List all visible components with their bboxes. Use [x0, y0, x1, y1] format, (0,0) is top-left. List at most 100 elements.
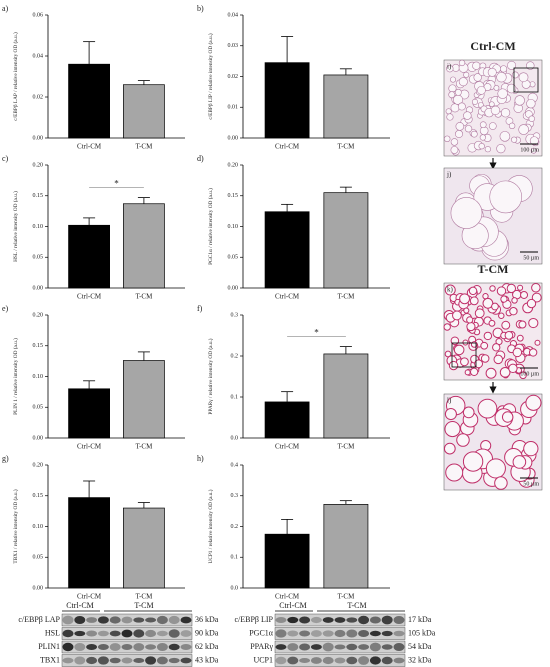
cell: [529, 136, 539, 146]
y-tick-label: 0.0: [231, 585, 239, 591]
y-tick-label: 0.00: [228, 285, 239, 291]
band: [381, 630, 393, 637]
band: [86, 630, 98, 637]
y-tick-label: 0.00: [33, 585, 44, 591]
cell: [456, 433, 470, 447]
y-tick-label: 0.20: [33, 162, 44, 168]
y-tick-label: 0.15: [33, 343, 44, 349]
zoom-box: [513, 67, 539, 93]
cell: [518, 72, 529, 83]
histology-panel-label: i): [447, 63, 452, 71]
error-bar: [83, 380, 96, 389]
band: [322, 656, 334, 665]
band: [322, 617, 334, 623]
cell: [531, 282, 541, 293]
cell: [445, 108, 452, 115]
cell: [501, 411, 514, 423]
cell: [477, 398, 498, 419]
y-tick-label: 0.0: [231, 435, 239, 441]
band: [393, 642, 405, 652]
cell: [444, 421, 461, 438]
band: [133, 657, 145, 664]
blot-protein: PPARγ: [250, 642, 273, 651]
band: [62, 657, 74, 664]
scale-bar-label: 100 µm: [520, 371, 539, 377]
cell: [474, 359, 484, 369]
error-bar: [339, 500, 352, 505]
histology-panel-label: l): [447, 397, 452, 405]
band: [310, 616, 322, 624]
y-axis-label: UCP1 / relative intensity OD (a.u.): [207, 489, 214, 563]
band: [74, 656, 86, 665]
cell: [443, 442, 456, 455]
y-tick-label: 0.10: [33, 224, 44, 230]
cell: [445, 463, 464, 482]
cell: [497, 88, 508, 99]
band: [287, 643, 299, 651]
bar: [68, 63, 111, 139]
blot-strip: [274, 654, 406, 667]
band: [381, 656, 393, 665]
band: [299, 643, 311, 651]
band: [156, 656, 168, 665]
cell: [493, 85, 500, 91]
y-tick-label: 0.3: [231, 493, 239, 499]
cell: [506, 283, 517, 294]
band: [310, 630, 322, 637]
band: [133, 617, 145, 623]
bar: [68, 497, 111, 589]
x-tick-label: Ctrl-CM: [275, 293, 300, 301]
blot-group: Ctrl-CM: [66, 601, 94, 610]
y-axis-label: c/EBPβ LAP / relative intensity OD (a.u.…: [12, 32, 19, 121]
significance-label: *: [314, 328, 319, 338]
cell: [489, 180, 523, 214]
band: [62, 615, 74, 625]
y-tick-label: 0.3: [231, 312, 239, 318]
cell: [464, 125, 473, 133]
cell: [476, 85, 486, 95]
cell: [459, 293, 471, 305]
band: [156, 615, 168, 625]
band: [97, 616, 109, 624]
y-axis-label: PLIN 1 / relative intensity OD (a.u.): [12, 338, 19, 415]
cell: [463, 307, 470, 314]
panel-label: g): [2, 454, 9, 463]
cell: [472, 61, 481, 70]
y-tick-label: 0.10: [33, 374, 44, 380]
cell: [458, 77, 468, 87]
band: [109, 630, 121, 637]
band: [145, 644, 157, 650]
cell: [450, 138, 459, 146]
cell: [469, 296, 479, 306]
cell: [484, 146, 491, 153]
cell: [531, 292, 542, 303]
cell: [485, 367, 497, 379]
cell: [500, 108, 511, 118]
y-axis-label: PGC1α / relative intensity OD (a.u.): [207, 188, 214, 265]
y-tick-label: 0.20: [33, 312, 44, 318]
cell: [499, 65, 508, 73]
y-tick-label: 0.15: [33, 193, 44, 199]
bar: [122, 84, 165, 139]
cell: [487, 67, 497, 77]
panel-label: a): [2, 4, 9, 13]
cell: [520, 290, 529, 299]
cell: [507, 60, 517, 70]
histology-image: [443, 393, 543, 491]
y-tick-label: 0.01: [228, 105, 239, 111]
cell: [485, 458, 506, 479]
cell: [514, 95, 525, 106]
blot-size: 105 kDa: [408, 628, 436, 637]
cell: [489, 101, 495, 108]
histology-image: [443, 59, 543, 157]
x-tick-label: T-CM: [135, 593, 153, 601]
scale-bar-label: 100 µm: [520, 147, 539, 153]
blot-strip: [61, 613, 193, 627]
band: [346, 629, 358, 638]
cell: [455, 122, 465, 131]
bar: [264, 62, 310, 139]
band: [334, 644, 346, 650]
cell: [479, 134, 486, 141]
band: [346, 656, 358, 665]
